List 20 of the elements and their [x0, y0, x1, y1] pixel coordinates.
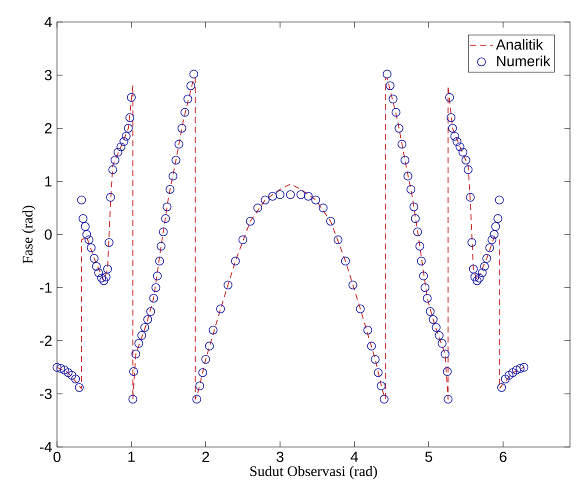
y-tick-label: 1: [45, 176, 52, 186]
x-axis-title: Sudut Observasi (rad): [250, 466, 377, 480]
x-tick-label: 5: [425, 452, 432, 462]
y-tick-label: 3: [44, 70, 52, 80]
y-tick-label: 0: [44, 229, 52, 240]
x-tick-label: 2: [202, 452, 210, 462]
y-tick-label: -2: [40, 336, 52, 346]
y-tick-label: 4: [44, 16, 52, 28]
x-tick-label: 4: [350, 452, 358, 462]
x-tick-label: 3: [276, 452, 284, 462]
y-tick-label: -3: [40, 388, 52, 400]
x-tick-label: 6: [500, 452, 507, 462]
y-tick-label: 2: [44, 123, 52, 134]
y-tick-label: -1: [40, 282, 52, 293]
y-tick-label: -4: [40, 442, 52, 452]
legend-label: Analitik: [496, 39, 544, 50]
x-tick-label: 1: [128, 452, 135, 462]
x-tick-label: 0: [54, 452, 60, 462]
legend-label: Numerik: [497, 56, 550, 66]
y-axis-title: Fase (rad): [22, 206, 36, 264]
